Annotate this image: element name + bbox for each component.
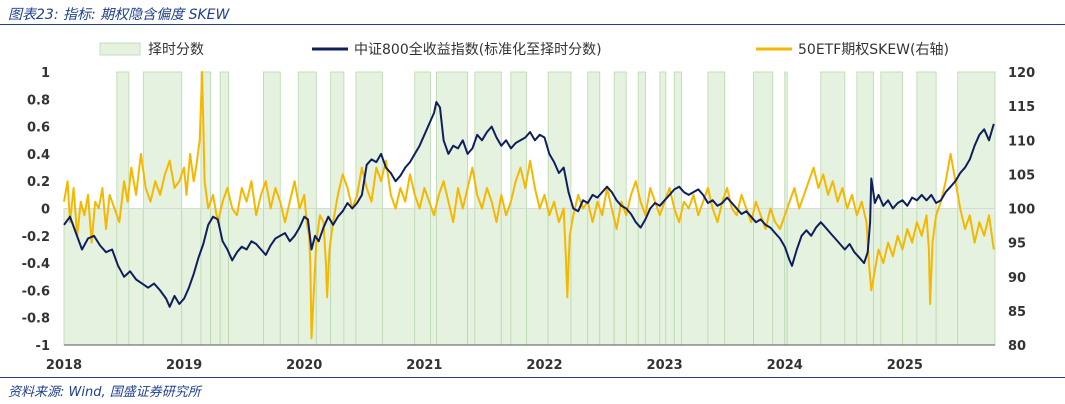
x-tick: 2025	[887, 358, 923, 373]
timing-bar-low	[467, 208, 476, 346]
legend-label-csi800: 中证800全收益指数(标准化至择时分数)	[354, 41, 602, 58]
timing-bar-low	[128, 208, 144, 346]
csi800-line	[63, 101, 995, 308]
x-tick: 2023	[647, 358, 683, 373]
x-tick: 2022	[526, 358, 562, 373]
timing-bar-low	[210, 208, 221, 346]
legend-swatch-timing-score	[99, 42, 141, 56]
y-left-tick: -0.8	[22, 312, 50, 327]
y-left-tick: 0.4	[27, 148, 50, 163]
legend-label-skew: 50ETF期权SKEW(右轴)	[798, 42, 949, 58]
title-rule	[0, 24, 1065, 25]
y-left-tick: -0.6	[22, 284, 50, 299]
timing-bar-low	[526, 208, 549, 346]
timing-bar-low	[279, 208, 299, 346]
timing-bar-low	[429, 208, 437, 346]
y-right-tick: 105	[1008, 168, 1035, 183]
y-right-tick: 95	[1008, 237, 1026, 252]
legend: 择时分数 中证800全收益指数(标准化至择时分数) 50ETF期权SKEW(右轴…	[99, 41, 949, 58]
source-rule	[0, 377, 1065, 378]
y-right-tick: 115	[1008, 100, 1035, 115]
legend-label-timing-score: 择时分数	[148, 42, 204, 58]
timing-bar-low	[570, 208, 589, 346]
x-tick: 2020	[286, 358, 322, 373]
timing-bar-low	[665, 208, 675, 346]
y-right-tick: 120	[1008, 66, 1035, 81]
y-right-tick: 100	[1008, 203, 1035, 218]
timing-bar-low	[935, 208, 959, 346]
y-left-tick: -1	[36, 339, 50, 354]
timing-bar-low	[724, 208, 754, 346]
y-left-tick: 0.6	[27, 121, 50, 136]
source-note: 资料来源: Wind, 国盛证券研究所	[8, 385, 201, 400]
x-tick: 2018	[46, 358, 82, 373]
timing-bar-low	[599, 208, 615, 346]
timing-bar-low	[681, 208, 709, 346]
timing-bar-low	[873, 208, 882, 346]
y-right-tick: 90	[1008, 271, 1026, 286]
x-tick: 2024	[767, 358, 803, 373]
x-tick: 2019	[166, 358, 202, 373]
x-tick: 2021	[406, 358, 442, 373]
y-left-tick: 0.8	[27, 93, 50, 108]
timing-bar-low	[381, 208, 416, 346]
series-lines	[63, 71, 995, 340]
timing-bar-low	[228, 208, 264, 346]
timing-bar-low	[500, 208, 512, 346]
timing-bar-low	[181, 208, 202, 346]
skew-line	[63, 71, 995, 340]
timing-bar-low	[625, 208, 639, 346]
y-left-tick: -0.2	[22, 230, 50, 245]
y-left-tick: 0.2	[27, 175, 50, 190]
y-right-tick: 110	[1008, 134, 1035, 149]
timing-bar-low	[645, 208, 661, 346]
axes: 1 0.8 0.6 0.4 0.2 0 -0.2 -0.4 -0.6 -0.8 -1 120 115 11…	[22, 66, 1036, 373]
y-left-tick: -0.4	[22, 257, 50, 272]
y-right-tick: 85	[1008, 305, 1026, 320]
y-right-tick: 80	[1008, 339, 1026, 354]
figure-title: 图表23: 指标: 期权隐含偏度 SKEW	[8, 7, 230, 23]
timing-bar-low	[343, 208, 357, 346]
timing-bar-low	[844, 208, 858, 346]
y-left-tick: 0	[41, 203, 50, 218]
y-left-tick: 1	[41, 66, 50, 81]
